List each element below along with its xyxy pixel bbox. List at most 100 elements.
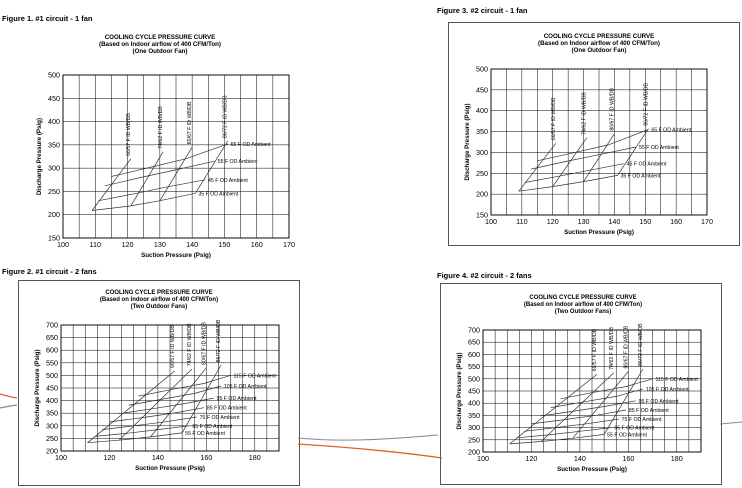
x-tick-label: 100 <box>57 240 69 249</box>
x-tick-label: 180 <box>249 453 261 462</box>
x-tick-label: 110 <box>90 240 101 249</box>
chart-title: COOLING CYCLE PRESSURE CURVE <box>544 33 655 40</box>
indoor-curve-label: 74/62 F ID WB/DB <box>609 326 615 369</box>
figure-2-caption: Figure 2. #1 circuit - 2 fans <box>2 267 97 276</box>
indoor-curve-label: 86/72 F ID WB/DB <box>643 82 649 125</box>
ambient-curve-label: 85 F OD Ambient <box>207 406 247 412</box>
figure-4-caption: Figure 4. #2 circuit - 2 fans <box>437 271 532 280</box>
ambient-curve-label: 115 F OD Ambient <box>234 373 277 379</box>
y-tick-label: 700 <box>468 326 480 335</box>
x-tick-label: 140 <box>608 217 620 226</box>
figure-3-caption: Figure 3. #2 circuit - 1 fan <box>437 6 528 15</box>
chart-subtitle2: (One Outdoor Fan) <box>572 47 627 54</box>
indoor-curve-label: 86/72 F ID WB/DB <box>638 323 644 366</box>
x-tick-label: 120 <box>122 240 134 249</box>
ambient-curve-label: 75 F OD Ambient <box>200 415 240 421</box>
pressure-chart-4: COOLING CYCLE PRESSURE CURVE(Based on In… <box>456 295 702 473</box>
ambient-curve-label: 45 F OD Ambient <box>627 162 667 168</box>
y-axis-label: Discharge Pressure (Psig) <box>464 103 471 180</box>
y-tick-label: 650 <box>468 338 480 347</box>
x-axis-label: Suction Pressure (Psig) <box>557 466 627 473</box>
indoor-curve-label: 66/57 F ID WB/DB <box>551 97 557 140</box>
chart-subtitle1: (Based on Indoor airflow of 400 CFM/Ton) <box>538 40 660 47</box>
ambient-curve <box>509 434 605 445</box>
y-tick-label: 500 <box>46 371 58 380</box>
y-tick-label: 550 <box>468 362 480 371</box>
ambient-curve <box>109 407 204 423</box>
ambient-curve <box>119 397 214 415</box>
chart-subtitle1: (Based on Indoor airflow of 400 CFM/Ton) <box>99 41 221 48</box>
ambient-curve-label: 115 F OD Ambient <box>656 377 699 383</box>
indoor-curve-label: 80/67 F ID WB/DB <box>187 101 193 144</box>
ambient-curve <box>531 146 637 170</box>
ambient-curve-label: 45 F OD Ambient <box>208 178 248 184</box>
pressure-chart-3: COOLING CYCLE PRESSURE CURVE(Based on In… <box>464 33 713 236</box>
ambient-curve <box>98 179 206 202</box>
chart-subtitle1: (Based on Indoor airflow of 400 CFM/Ton) <box>100 297 218 303</box>
ambient-curve-label: 55 F OD Ambient <box>639 145 679 151</box>
indoor-curve-label: 66/57 F ID WB/DB <box>126 113 132 156</box>
y-tick-label: 250 <box>46 434 58 443</box>
y-tick-label: 350 <box>48 140 60 149</box>
y-tick-label: 350 <box>468 411 480 420</box>
x-tick-label: 140 <box>186 240 198 249</box>
indoor-curve <box>603 368 644 435</box>
y-tick-label: 250 <box>476 169 488 178</box>
y-tick-label: 300 <box>468 423 480 432</box>
y-tick-label: 500 <box>468 374 480 383</box>
ambient-curve <box>518 175 618 192</box>
indoor-curve <box>150 367 207 438</box>
ambient-curve <box>541 400 636 417</box>
y-tick-label: 200 <box>476 190 488 199</box>
x-axis-label: Suction Pressure (Psig) <box>564 229 634 236</box>
ambient-curve <box>524 163 624 183</box>
chart-panel-2: COOLING CYCLE PRESSURE CURVE (Based on In… <box>18 280 300 486</box>
ambient-curve-label: 55 F OD Ambient <box>218 159 258 165</box>
x-tick-label: 120 <box>547 217 559 226</box>
y-axis-label: Discharge Pressure (Psig) <box>34 349 41 426</box>
y-tick-label: 500 <box>48 71 60 80</box>
indoor-curve <box>583 133 615 182</box>
indoor-curve-label: 80/67 F ID WB/DB <box>201 322 207 365</box>
x-tick-label: 100 <box>485 217 497 226</box>
pressure-chart-2: COOLING CYCLE PRESSURE CURVE(Based on In… <box>34 290 280 472</box>
gray-connector-line-right <box>719 421 742 425</box>
y-tick-label: 450 <box>48 94 60 103</box>
y-tick-label: 150 <box>48 234 60 243</box>
y-tick-label: 600 <box>46 346 58 355</box>
indoor-curve-label: 86/72 F ID WB/DB <box>216 319 222 362</box>
indoor-curve <box>518 143 557 192</box>
y-tick-label: 300 <box>46 421 58 430</box>
y-tick-label: 400 <box>48 117 60 126</box>
x-tick-label: 130 <box>578 217 590 226</box>
x-tick-label: 110 <box>516 217 527 226</box>
x-axis-label: Suction Pressure (Psig) <box>135 465 205 472</box>
y-tick-label: 200 <box>468 448 480 457</box>
x-tick-label: 140 <box>152 453 164 462</box>
chart-panel-3: COOLING CYCLE PRESSURE CURVE (Based on In… <box>448 22 740 246</box>
indoor-curve <box>552 137 587 187</box>
y-tick-label: 400 <box>476 106 488 115</box>
chart-panel-1: COOLING CYCLE PRESSURE CURVE (Based on In… <box>0 24 320 259</box>
x-tick-label: 180 <box>671 454 683 463</box>
indoor-curve-label: 74/62 F ID WB/DB <box>187 323 193 366</box>
ambient-curve <box>102 416 197 430</box>
chart-title: COOLING CYCLE PRESSURE CURVE <box>529 295 636 301</box>
connector-lines <box>0 393 742 459</box>
ambient-curve <box>560 378 653 400</box>
ambient-curve <box>104 160 215 187</box>
y-axis-label: Discharge Pressure (Psig) <box>36 118 43 195</box>
indoor-curve <box>87 370 176 443</box>
ambient-curve-label: 65 F OD Ambient <box>192 424 232 430</box>
y-tick-label: 550 <box>46 358 58 367</box>
indoor-curve <box>572 371 629 439</box>
plot-area <box>62 74 290 239</box>
x-tick-label: 120 <box>525 454 537 463</box>
y-tick-label: 650 <box>46 333 58 342</box>
ambient-curve <box>516 427 612 439</box>
ambient-curve <box>550 388 643 408</box>
y-tick-label: 700 <box>46 321 58 330</box>
x-tick-label: 160 <box>622 454 634 463</box>
figure-1-caption: Figure 1. #1 circuit - 1 fan <box>2 14 93 23</box>
indoor-curve <box>118 368 193 441</box>
